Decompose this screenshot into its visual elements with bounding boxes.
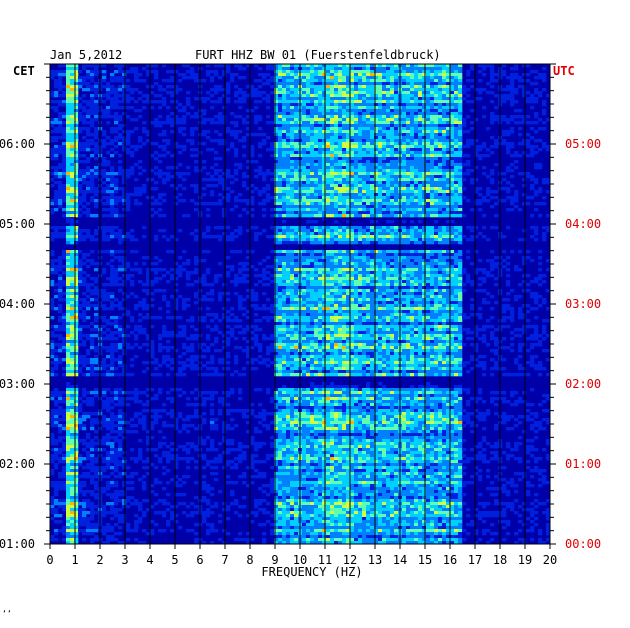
cet-time-label: 06:00: [0, 137, 35, 151]
cet-time-labels: 01:00 02:00 03:00 04:00 05:00 06:00: [0, 137, 35, 551]
cet-time-label: 05:00: [0, 217, 35, 231]
x-tick-label: 8: [246, 553, 253, 567]
x-tick-label: 0: [46, 553, 53, 567]
date-label: Jan 5,2012: [50, 48, 122, 62]
x-tick-label: 6: [196, 553, 203, 567]
x-tick-label: 7: [221, 553, 228, 567]
x-tick-label: 16: [443, 553, 457, 567]
chart-title: FURT HHZ BW 01 (Fuerstenfeldbruck): [195, 48, 441, 62]
x-tick-label: 14: [393, 553, 407, 567]
x-tick-label: 2: [96, 553, 103, 567]
footer-mark: ‘‘: [2, 609, 12, 618]
utc-time-label: 00:00: [565, 537, 601, 551]
x-tick-label: 3: [121, 553, 128, 567]
x-tick-label: 15: [418, 553, 432, 567]
x-tick-label: 13: [368, 553, 382, 567]
x-tick-label: 5: [171, 553, 178, 567]
utc-time-label: 03:00: [565, 297, 601, 311]
cet-time-label: 01:00: [0, 537, 35, 551]
utc-time-labels: 00:00 01:00 02:00 03:00 04:00 05:00: [565, 137, 601, 551]
cet-time-label: 04:00: [0, 297, 35, 311]
utc-zone-label: UTC: [553, 64, 575, 78]
cet-time-label: 02:00: [0, 457, 35, 471]
x-tick-label: 4: [146, 553, 153, 567]
cet-time-label: 03:00: [0, 377, 35, 391]
x-tick-label: 20: [543, 553, 557, 567]
cet-zone-label: CET: [13, 64, 35, 78]
utc-time-label: 05:00: [565, 137, 601, 151]
x-tick-label: 18: [493, 553, 507, 567]
utc-time-label: 02:00: [565, 377, 601, 391]
utc-time-label: 04:00: [565, 217, 601, 231]
x-tick-label: 19: [518, 553, 532, 567]
x-axis-label: FREQUENCY (HZ): [261, 565, 362, 579]
x-tick-label: 1: [71, 553, 78, 567]
x-tick-label: 17: [468, 553, 482, 567]
utc-time-label: 01:00: [565, 457, 601, 471]
